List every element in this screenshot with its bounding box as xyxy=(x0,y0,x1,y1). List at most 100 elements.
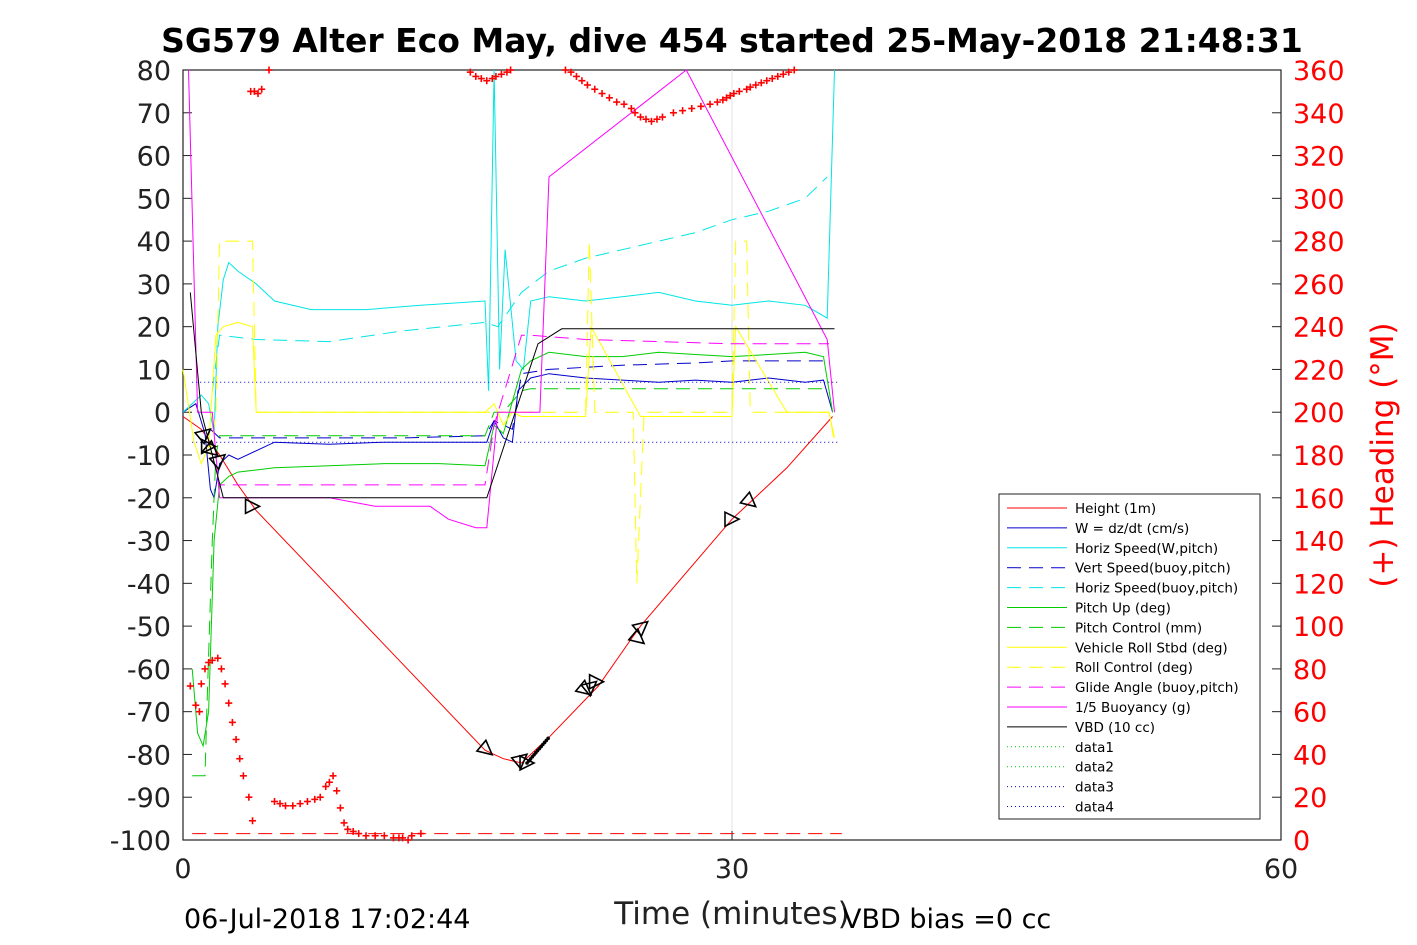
heading-point xyxy=(271,798,278,805)
legend-label: Pitch Up (deg) xyxy=(1075,601,1171,617)
legend-label: Horiz Speed(W,pitch) xyxy=(1075,541,1218,557)
legend-label: Height (1m) xyxy=(1075,501,1156,517)
heading-point xyxy=(228,718,236,726)
heading-point xyxy=(201,665,209,673)
legend-label: Vehicle Roll Stbd (deg) xyxy=(1075,640,1228,656)
series-line-2 xyxy=(182,69,835,434)
heading-point xyxy=(598,90,606,98)
heading-point xyxy=(344,825,352,833)
heading-point xyxy=(371,832,379,840)
triangle-marker xyxy=(724,510,741,528)
heading-point xyxy=(743,85,751,93)
heading-point xyxy=(503,68,511,76)
heading-point xyxy=(192,701,200,709)
heading-point xyxy=(627,105,635,112)
heading-point xyxy=(249,817,257,825)
right-tick-label: 220 xyxy=(1293,355,1345,386)
heading-point xyxy=(488,75,496,83)
left-tick-label: -80 xyxy=(127,740,171,771)
heading-point xyxy=(408,832,416,840)
left-tick-label: 60 xyxy=(137,142,171,173)
heading-point xyxy=(688,105,696,112)
left-tick-label: 70 xyxy=(137,99,171,130)
heading-point xyxy=(322,783,330,791)
heading-point xyxy=(723,94,731,102)
x-tick-label: 30 xyxy=(715,854,749,885)
triangle-marker xyxy=(200,439,220,457)
heading-point xyxy=(232,735,240,743)
footer-timestamp: 06-Jul-2018 17:02:44 xyxy=(184,904,470,935)
heading-point xyxy=(289,802,297,810)
heading-point xyxy=(214,654,222,662)
heading-point xyxy=(790,66,798,74)
left-tick-label: 20 xyxy=(137,313,171,344)
heading-point xyxy=(245,793,253,801)
right-axis-label: (+) Heading (°M) xyxy=(1365,322,1401,587)
right-tick-label: 140 xyxy=(1293,527,1345,558)
heading-point xyxy=(706,100,714,108)
heading-point xyxy=(578,77,586,85)
left-tick-label: -30 xyxy=(127,527,171,558)
triangle-marker xyxy=(244,498,262,515)
heading-point xyxy=(395,834,403,842)
left-tick-label: -60 xyxy=(127,655,171,686)
series-line-9 xyxy=(211,334,829,486)
legend-label: Horiz Speed(buoy,pitch) xyxy=(1075,581,1238,597)
heading-point xyxy=(336,804,344,812)
x-axis-tick-labels: 0 30 60 xyxy=(174,854,1298,885)
left-tick-label: -50 xyxy=(127,612,171,643)
heading-point xyxy=(258,85,266,93)
heading-point xyxy=(340,819,348,827)
series-line-4 xyxy=(211,176,828,391)
heading-point xyxy=(472,72,480,80)
heading-point xyxy=(325,778,333,786)
left-tick-label: 50 xyxy=(137,184,171,215)
heading-point xyxy=(757,79,765,87)
legend-label: Pitch Control (mm) xyxy=(1075,620,1202,636)
heading-point xyxy=(697,102,705,110)
heading-point xyxy=(642,115,650,123)
heading-point xyxy=(591,85,599,93)
legend-entries: Height (1m) W = dz/dt (cm/s) Horiz Speed(W… xyxy=(1007,501,1239,816)
heading-point xyxy=(768,75,776,83)
heading-point xyxy=(265,66,273,74)
heading-point xyxy=(250,87,258,95)
heading-point xyxy=(254,90,262,98)
legend-label: 1/5 Buoyancy (g) xyxy=(1075,700,1191,716)
heading-point xyxy=(276,800,284,808)
series-line-10 xyxy=(188,69,835,529)
heading-point xyxy=(567,68,575,76)
left-tick-label: -20 xyxy=(127,484,171,515)
right-tick-label: 280 xyxy=(1293,227,1345,258)
triangle-marker xyxy=(193,427,212,445)
heading-point xyxy=(572,72,580,80)
left-axis-tick-labels: 80 70 60 50 40 30 20 10 0 -10 -20 -30 -40 -50 -60 -70 -8… xyxy=(110,56,171,857)
heading-point xyxy=(679,107,687,115)
triangle-marker xyxy=(200,438,218,455)
legend-label: data3 xyxy=(1075,780,1114,796)
heading-point xyxy=(713,98,721,106)
heading-point xyxy=(311,795,319,803)
left-tick-label: 30 xyxy=(137,270,171,301)
left-tick-label: 10 xyxy=(137,355,171,386)
left-tick-label: 40 xyxy=(137,227,171,258)
heading-point xyxy=(785,68,793,76)
triangle-markers xyxy=(193,427,758,772)
right-tick-label: 60 xyxy=(1293,698,1327,729)
heading-point xyxy=(404,836,412,844)
heading-point xyxy=(561,66,569,74)
triangle-marker xyxy=(475,738,494,756)
x-tick-label: 60 xyxy=(1264,854,1298,885)
left-tick-label: -40 xyxy=(127,569,171,600)
heading-point xyxy=(620,100,628,108)
heading-point xyxy=(763,77,771,85)
right-tick-label: 260 xyxy=(1293,270,1345,301)
heading-point xyxy=(380,832,388,840)
right-axis-tick-labels: 3603403203002802602402202001801601401201… xyxy=(1293,56,1345,857)
legend-label: Glide Angle (buoy,pitch) xyxy=(1075,680,1239,696)
heading-point xyxy=(333,787,341,795)
left-tick-label: 0 xyxy=(154,398,171,429)
heading-point xyxy=(726,92,734,100)
right-tick-label: 360 xyxy=(1293,56,1345,87)
